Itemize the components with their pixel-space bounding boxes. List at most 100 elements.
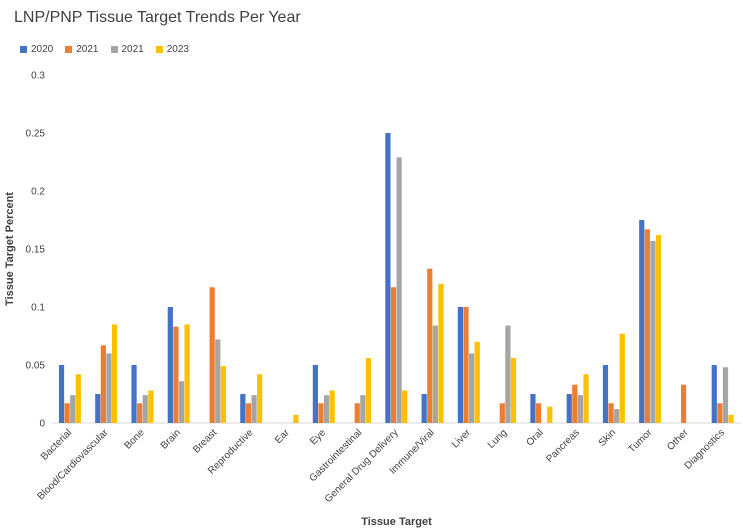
legend-swatch <box>20 46 27 53</box>
bar <box>619 333 625 423</box>
legend-item: 2021 <box>65 44 99 55</box>
x-tick-label: Bacterial <box>39 427 74 462</box>
y-tick-label: 0.2 <box>31 187 45 198</box>
x-tick-label: Other <box>665 427 691 453</box>
bar <box>583 374 589 423</box>
bar <box>385 133 391 423</box>
bar <box>220 366 226 423</box>
bar <box>717 403 723 423</box>
legend-item: 2021 <box>110 44 144 55</box>
bar <box>142 395 148 423</box>
legend-item: 2020 <box>20 44 53 55</box>
bar <box>650 240 656 423</box>
bar <box>457 307 464 423</box>
y-tick-label: 0.05 <box>26 361 46 372</box>
bar <box>173 326 179 423</box>
bar <box>421 394 427 423</box>
x-tick-label: Breast <box>191 427 219 455</box>
legend-label: 2020 <box>31 44 54 55</box>
x-tick-label: Lung <box>486 427 510 451</box>
bar <box>432 325 438 423</box>
bar <box>184 324 190 423</box>
bar <box>644 229 650 423</box>
bar <box>639 220 645 423</box>
bar <box>438 283 444 423</box>
bar <box>728 414 734 423</box>
bar <box>360 395 366 423</box>
x-tick-label: Ear <box>273 427 292 446</box>
y-tick-label: 0.15 <box>26 245 46 256</box>
x-tick-label: Pancreas <box>544 427 582 465</box>
bar <box>137 403 143 423</box>
bar <box>100 345 106 423</box>
x-axis-title: Tissue Target <box>361 516 432 528</box>
bar <box>95 394 101 423</box>
x-tick-label: Bone <box>122 427 147 452</box>
y-tick-label: 0.3 <box>31 71 45 82</box>
bar <box>240 394 246 423</box>
y-axis-title: Tissue Target Percent <box>4 192 16 306</box>
bar <box>427 268 433 423</box>
bar <box>499 403 505 423</box>
y-tick-label: 0.1 <box>31 303 45 314</box>
bar <box>547 406 553 423</box>
legend-item: 2023 <box>155 44 189 55</box>
legend-swatch <box>110 46 118 53</box>
bar <box>577 395 584 423</box>
bar <box>293 414 299 423</box>
bar <box>329 390 335 423</box>
x-tick-label: Brain <box>159 427 183 451</box>
bar <box>469 353 475 423</box>
bar <box>215 339 221 423</box>
bar <box>318 403 324 423</box>
bar <box>614 409 620 423</box>
bar <box>70 395 76 423</box>
bar <box>722 367 729 423</box>
bar <box>148 390 154 423</box>
bar <box>566 394 572 423</box>
bar <box>257 374 263 423</box>
bar <box>711 365 717 423</box>
legend-swatch <box>65 46 73 53</box>
x-tick-label: Skin <box>597 427 619 449</box>
bar <box>111 324 118 423</box>
bar <box>251 395 257 423</box>
bar <box>75 374 81 423</box>
bar <box>535 403 542 423</box>
bar <box>572 384 578 423</box>
bar <box>209 287 215 423</box>
y-tick-label: 0 <box>39 419 45 430</box>
bar <box>390 287 397 423</box>
chart-title: LNP/PNP Tissue Target Trends Per Year <box>14 9 301 26</box>
bar <box>602 365 609 423</box>
bar <box>354 403 360 423</box>
legend-swatch <box>155 46 163 53</box>
bar <box>608 403 614 423</box>
x-tick-label: Eye <box>308 427 328 447</box>
x-tick-label: Liver <box>450 427 474 451</box>
legend-label: 2021 <box>121 44 144 55</box>
bar <box>106 353 112 423</box>
bar <box>64 403 70 423</box>
x-tick-label: Blood/Cardiovascular <box>36 427 111 502</box>
bar <box>530 394 536 423</box>
bar <box>681 384 687 423</box>
bar <box>58 365 65 423</box>
bar <box>178 381 185 423</box>
bar <box>312 365 318 423</box>
x-tick-label: Oral <box>525 427 546 448</box>
bar <box>323 395 330 423</box>
y-tick-label: 0.25 <box>26 129 46 140</box>
bar <box>655 235 662 423</box>
bar <box>245 403 252 423</box>
legend: 2020 2021 2021 2023 <box>20 44 189 55</box>
bar <box>402 390 408 423</box>
bar <box>396 157 402 424</box>
legend-label: 2021 <box>76 44 99 55</box>
bar <box>474 341 480 423</box>
bar <box>131 365 137 423</box>
bar <box>505 325 511 423</box>
bar <box>365 358 372 423</box>
bar <box>510 358 517 423</box>
